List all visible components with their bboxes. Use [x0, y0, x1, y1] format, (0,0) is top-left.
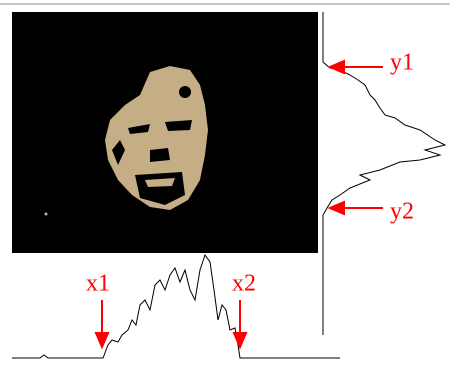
- figure: x1 x2 y1 y2: [0, 0, 450, 380]
- horizontal-projection: [12, 255, 340, 358]
- annotation: x2: [232, 271, 256, 297]
- annotation: x1: [86, 271, 110, 297]
- face-image: [12, 12, 318, 253]
- annotation: y2: [390, 199, 414, 225]
- annotation: y1: [390, 50, 414, 76]
- vertical-projection: [323, 12, 445, 335]
